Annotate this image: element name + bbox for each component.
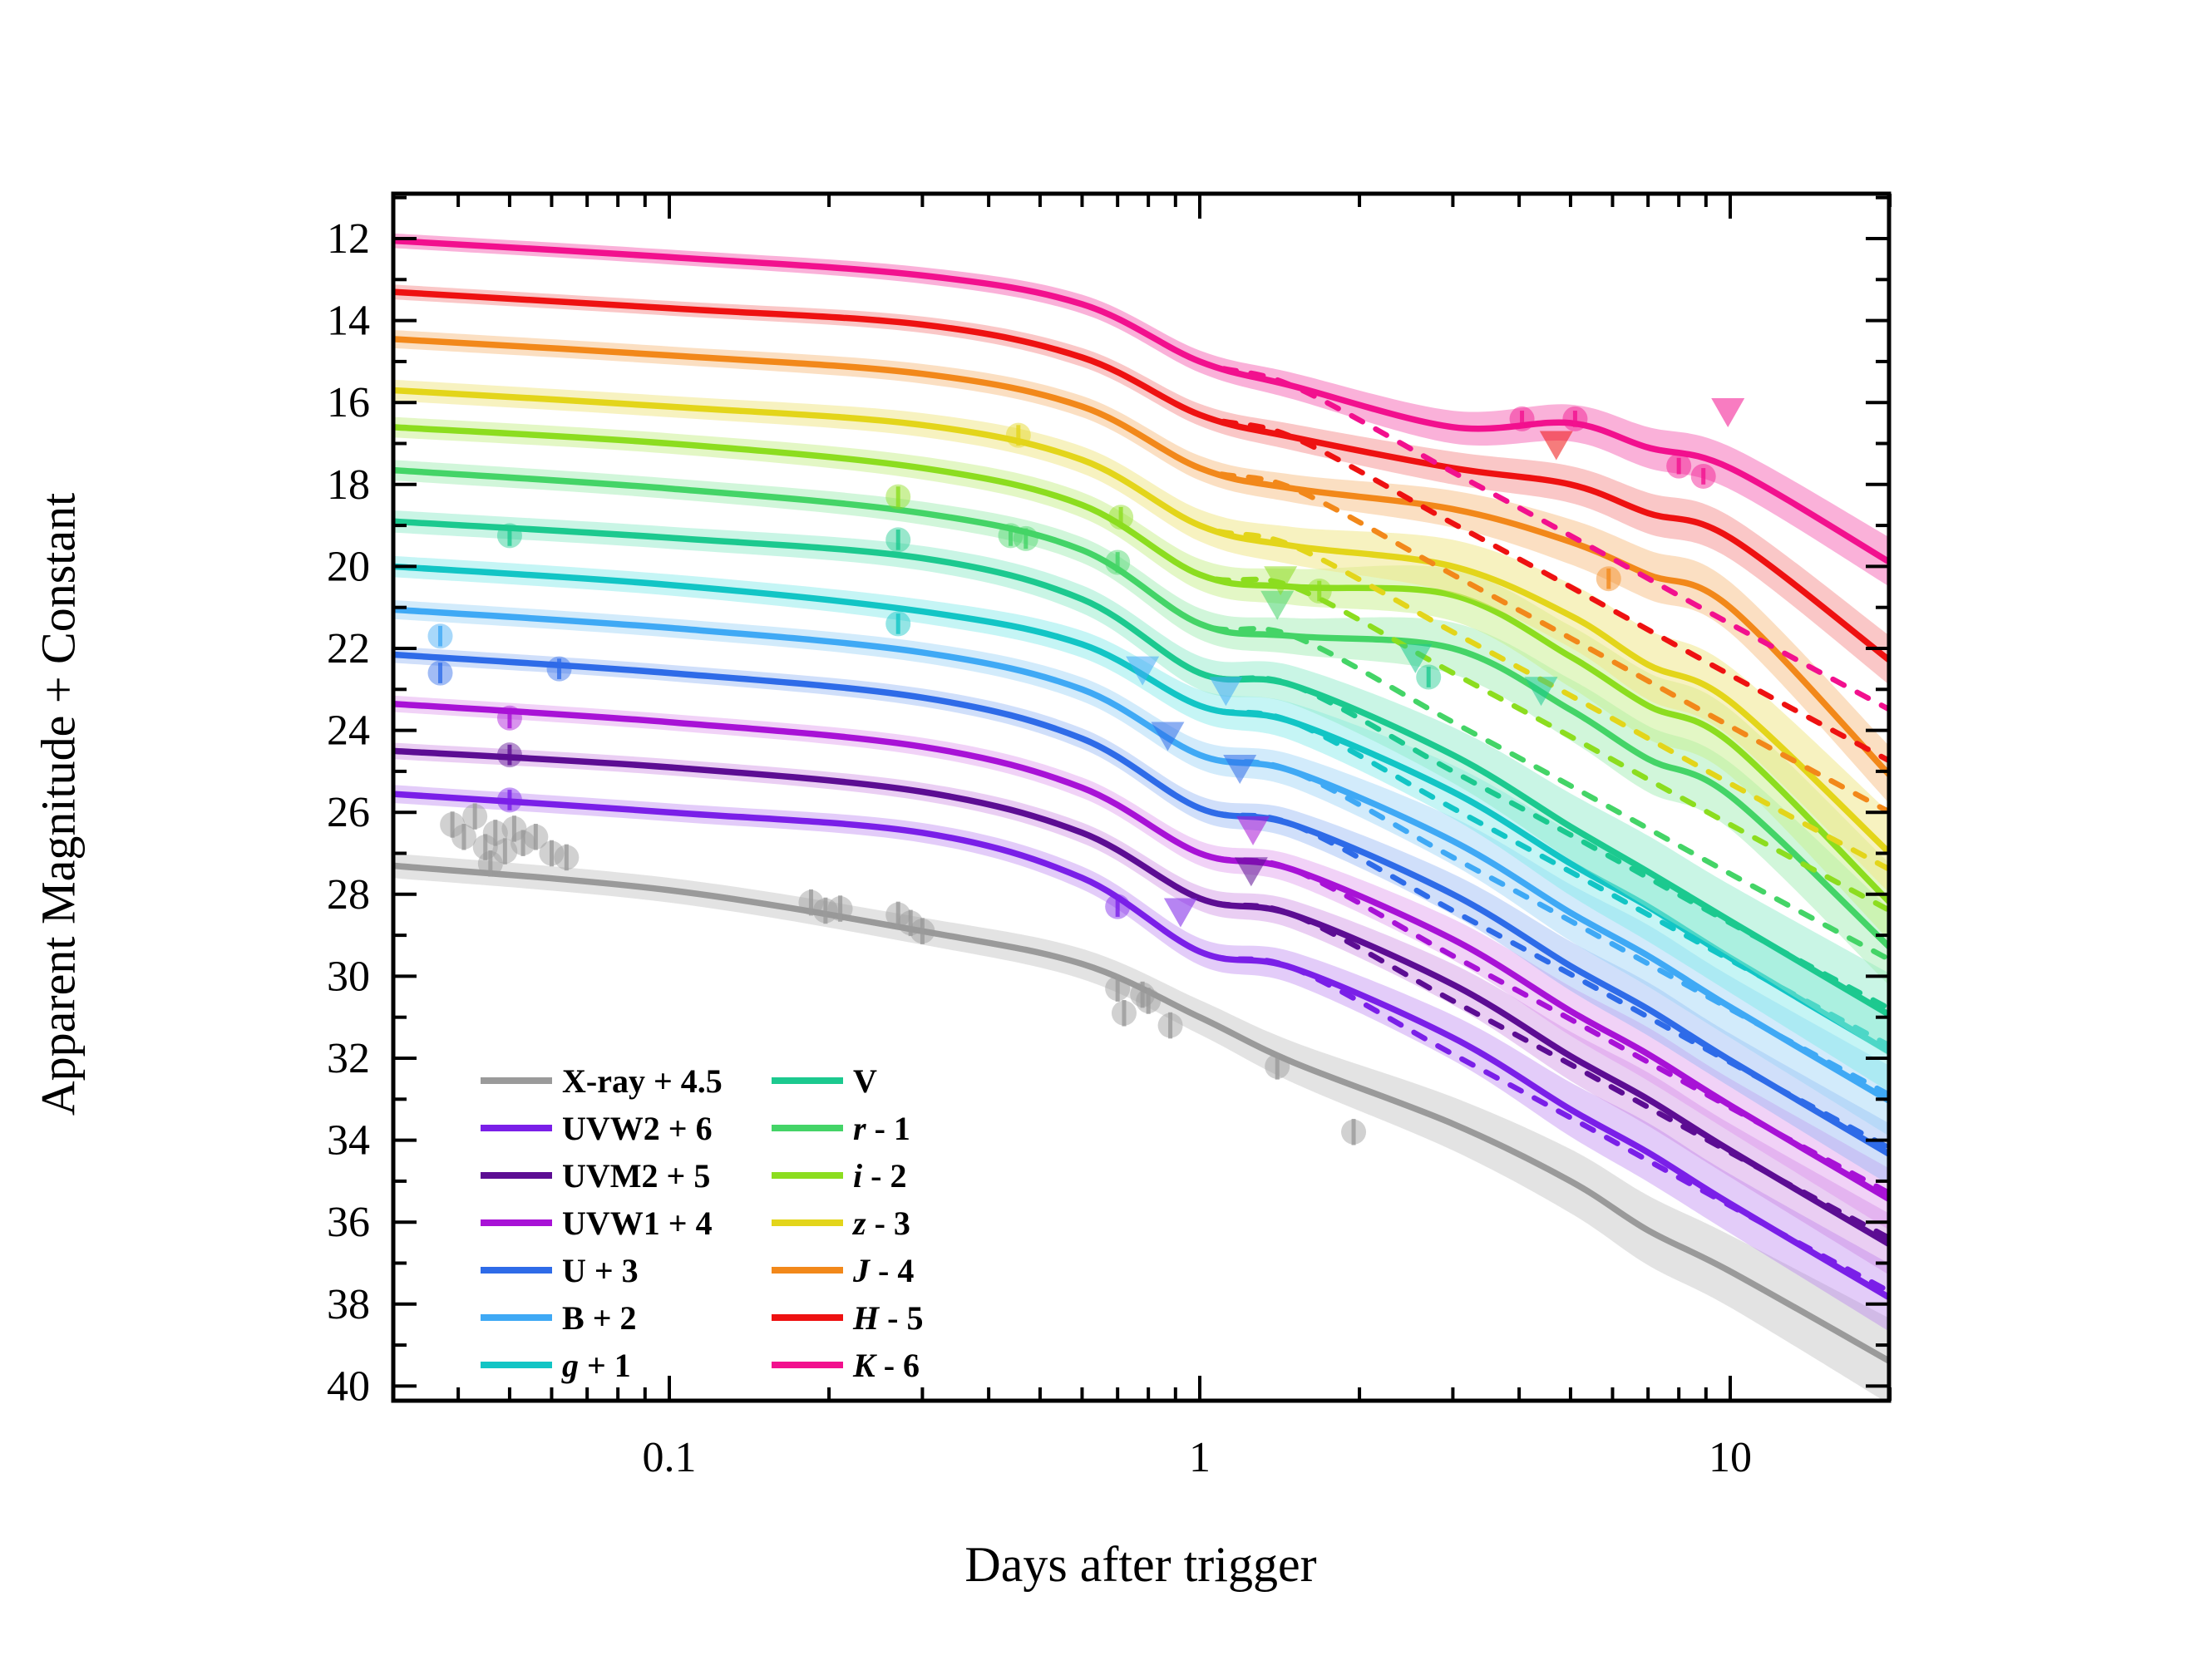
upper-limit-triangle-u [1223,754,1257,784]
series-uvm2 [393,742,1889,1275]
y-tick-label: 26 [327,789,370,836]
solid-line-xray [393,862,1889,1365]
y-tick-label: 32 [327,1035,370,1082]
upper-limit-triangle-v [1398,643,1433,673]
y-tick-label: 28 [327,871,370,919]
y-tick-label: 38 [327,1281,370,1328]
legend-label-uvw1: UVW1 + 4 [562,1205,713,1242]
solid-line-z [393,387,1889,856]
data-points-layer [427,398,1745,1145]
y-tick-label: 14 [327,298,370,345]
markers-i [885,484,1332,604]
solid-line-uvw2 [393,791,1889,1301]
legend-label-z: z - 3 [851,1205,910,1242]
x-tick-label: 10 [1709,1434,1752,1481]
y-tick-label: 18 [327,461,370,509]
upper-limit-triangle-h [1539,431,1573,461]
band-j [393,329,1889,804]
x-tick-label: 0.1 [643,1434,697,1481]
series-i [393,416,1889,940]
markers-xray [440,803,1367,1145]
solid-line-j [393,336,1889,778]
upper-limit-triangle-b [1209,677,1243,707]
markers-uvw2 [496,787,1197,928]
markers-g [885,611,911,637]
y-tick-label: 34 [327,1117,370,1165]
upper-limit-triangle-uvw1 [1236,815,1270,845]
legend: X-ray + 4.5 UVW2 + 6 UVM2 + 5 UVW1 + 4 U + 3… [481,1062,923,1384]
markers-uvm2 [496,742,1268,887]
x-axis-label: Days after trigger [964,1537,1317,1592]
series-z [393,379,1889,893]
upper-limit-triangle-r [1260,590,1295,620]
y-tick-label: 16 [327,379,370,426]
series-xray [393,853,1889,1401]
band-i [393,416,1889,940]
markers-h [1539,431,1573,461]
x-tick-labels: 0.1 1 10 [643,1434,1753,1481]
y-tick-label: 40 [327,1362,370,1410]
upper-limit-triangle-u [1151,722,1185,751]
markers-uvw1 [496,705,1270,845]
upper-limit-triangle-k [1711,398,1745,428]
x-tick-label: 1 [1189,1434,1211,1481]
markers-b [427,623,1243,707]
solid-line-r [393,466,1889,950]
upper-limit-triangle-i [1264,566,1298,596]
y-tick-label: 24 [327,707,370,755]
upper-limit-triangle-uvm2 [1234,857,1268,887]
legend-label-u: U + 3 [562,1252,639,1289]
markers-k [1509,398,1745,489]
solid-line-g [393,563,1889,1055]
legend-label-xray: X-ray + 4.5 [562,1062,723,1100]
series-j [393,329,1889,815]
y-tick-label: 30 [327,953,370,1000]
y-tick-label: 36 [327,1199,370,1246]
y-tick-labels: 12 14 16 18 20 22 24 26 28 30 32 34 36 38 40 [327,215,370,1410]
solid-line-i [393,424,1889,905]
markers-z [1005,422,1031,448]
axis-ticks [393,194,1892,1401]
plot-frame [391,191,1892,1403]
y-tick-label: 12 [327,215,370,263]
legend-label-j: J - 4 [852,1252,914,1289]
legend-label-i: i - 2 [853,1157,906,1195]
solid-line-h [393,288,1889,663]
legend-label-v: V [853,1062,877,1100]
series-h [393,284,1889,764]
legend-label-b: B + 2 [562,1299,636,1337]
band-h [393,284,1889,685]
solid-line-v [393,518,1889,1018]
band-z [393,379,1889,893]
legend-label-k: K - 6 [852,1347,920,1384]
markers-v [496,523,1558,707]
solid-line-uvm2 [393,747,1889,1248]
markers-r [998,523,1295,620]
markers-u [427,656,1257,784]
y-tick-label: 20 [327,543,370,590]
upper-limit-triangle-v [1524,677,1558,707]
upper-limit-triangle-uvw2 [1163,898,1197,928]
legend-label-g: g + 1 [561,1347,631,1384]
legend-label-uvw2: UVW2 + 6 [562,1110,713,1147]
legend-label-uvm2: UVM2 + 5 [562,1157,710,1195]
legend-label-r: r - 1 [853,1110,910,1147]
series-k [393,233,1889,712]
markers-j [1596,566,1621,592]
band-k [393,233,1889,587]
series-r [393,460,1889,986]
legend-label-h: H - 5 [852,1299,923,1337]
series-uvw2 [393,785,1889,1332]
upper-limit-triangle-b [1126,656,1160,686]
solid-line-k [393,237,1889,565]
y-tick-label: 22 [327,625,370,672]
